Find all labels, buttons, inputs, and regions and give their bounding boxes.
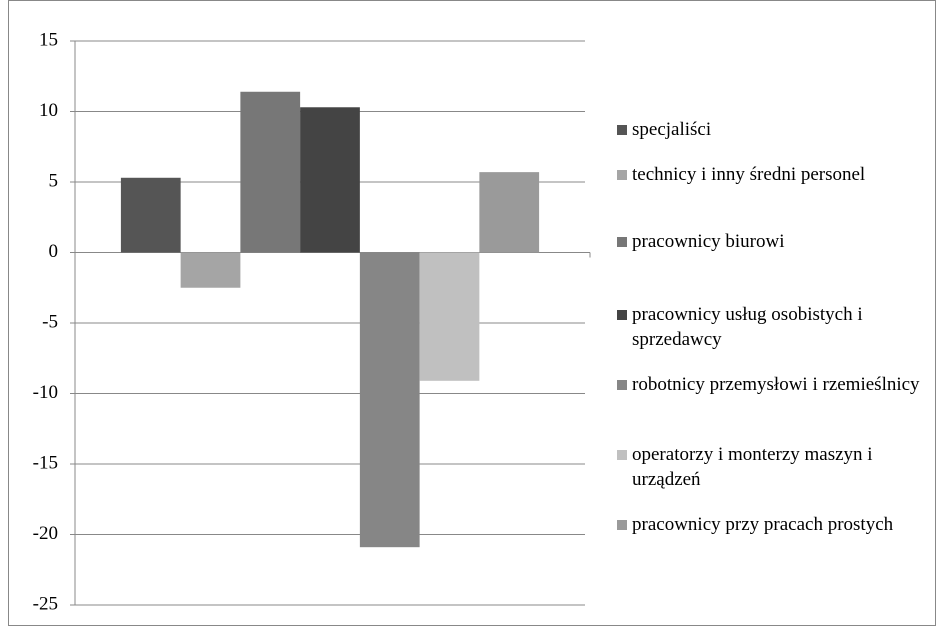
legend-swatch: [617, 450, 627, 460]
y-tick-label: 10: [39, 100, 58, 121]
legend-swatch: [617, 380, 627, 390]
legend-label: technicy i inny średni personel: [632, 164, 866, 185]
legend-swatch: [617, 170, 627, 180]
bar: [120, 177, 181, 253]
legend-label: pracownicy przy pracach prostych: [632, 514, 894, 535]
legend-label: specjaliści: [632, 119, 712, 140]
legend-label: pracownicy biurowi: [632, 231, 785, 252]
y-tick-label: -15: [33, 452, 58, 473]
bar: [180, 252, 241, 288]
legend-label: pracownicy usług osobistych i sprzedawcy: [632, 304, 863, 350]
legend-swatch: [617, 125, 627, 135]
legend-label: robotnicy przemysłowi i rzemieślnicy: [632, 374, 920, 395]
y-tick-label: 15: [39, 29, 58, 50]
y-tick-label: 0: [49, 241, 59, 262]
y-tick-label: -25: [33, 593, 58, 614]
bar: [240, 91, 301, 253]
bar: [479, 172, 540, 253]
bar: [359, 252, 420, 548]
chart-border: [8, 0, 936, 626]
legend-swatch: [617, 237, 627, 247]
bar: [300, 107, 360, 253]
legend-swatch: [617, 310, 627, 320]
legend-label: operatorzy i monterzy maszyn i urządzeń: [632, 444, 873, 490]
y-tick-label: -5: [42, 311, 58, 332]
y-tick-label: 5: [49, 170, 59, 191]
y-tick-label: -10: [33, 382, 58, 403]
legend-swatch: [617, 520, 627, 530]
y-tick-label: -20: [33, 523, 58, 544]
bar: [419, 252, 480, 381]
